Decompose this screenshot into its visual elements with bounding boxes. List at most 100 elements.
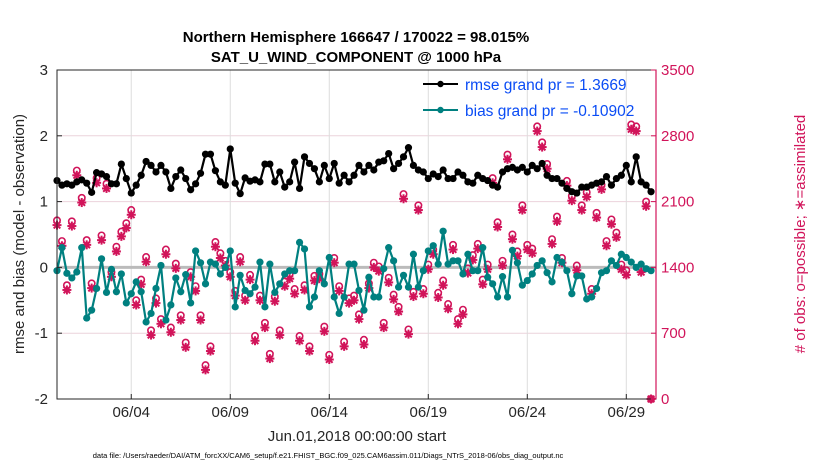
bias-point [538, 257, 546, 265]
possible-obs-marker [87, 279, 96, 288]
rmse-point [196, 169, 205, 177]
rmse-point [647, 188, 655, 196]
bias-point [360, 306, 368, 314]
bias-point [68, 274, 76, 282]
possible-obs-marker [152, 294, 161, 303]
bias-point [612, 261, 620, 270]
rmse-point [315, 178, 323, 186]
possible-obs-marker [171, 259, 180, 268]
rmse-point [553, 174, 561, 183]
right-tick-label: 700 [661, 325, 686, 342]
bias-point [434, 260, 442, 268]
rmse-point [493, 183, 502, 191]
left-tick-label: 3 [40, 62, 48, 79]
possible-obs-marker [444, 300, 453, 309]
rmse-point [370, 166, 378, 174]
bias-point [137, 288, 145, 296]
rmse-point [177, 166, 185, 174]
possible-obs-marker [161, 245, 170, 254]
bias-point [88, 306, 96, 314]
bias-point [454, 257, 462, 265]
bias-point [216, 270, 224, 278]
chart-title-line-1: Northern Hemisphere 166647 / 170022 = 98… [183, 29, 529, 46]
possible-obs-marker [548, 235, 557, 244]
rmse-point [622, 161, 630, 170]
rmse-point [102, 172, 111, 181]
bias-point [449, 257, 457, 265]
possible-obs-marker [518, 201, 527, 210]
rmse-point [439, 166, 447, 174]
bias-point [380, 265, 388, 273]
bias-point [83, 314, 91, 322]
bias-point [93, 284, 101, 293]
rmse-point [132, 181, 140, 189]
rmse-point [256, 178, 264, 186]
rmse-point [83, 179, 91, 187]
bias-point [152, 284, 160, 293]
bias-point [459, 270, 467, 278]
left-y-axis-label: rmse and bias (model - observation) [11, 114, 28, 354]
rmse-point [291, 158, 299, 166]
rmse-point [533, 165, 541, 173]
bias-point [627, 258, 635, 266]
possible-obs-marker [369, 258, 378, 267]
bias-point [592, 284, 601, 293]
rmse-point [360, 168, 368, 176]
bias-point [291, 267, 299, 275]
bias-point [528, 270, 536, 278]
rmse-point [182, 174, 190, 183]
possible-obs-marker [414, 201, 423, 210]
rmse-point [597, 178, 606, 186]
possible-obs-marker [592, 208, 601, 217]
data-file-footnote: data file: /Users/raeder/DAI/ATM_forcXX/… [93, 451, 564, 460]
bias-point [335, 309, 343, 318]
rmse-point [548, 174, 556, 183]
bias-point [533, 261, 541, 270]
bias-point [409, 250, 418, 258]
rmse-point [642, 181, 650, 189]
bias-point [226, 247, 234, 255]
rmse-point [88, 188, 96, 196]
possible-obs-marker [572, 261, 581, 270]
rmse-point [300, 153, 309, 161]
bias-point [122, 299, 130, 307]
bias-point [355, 286, 363, 295]
bias-point [340, 293, 348, 301]
left-tick-label: 2 [40, 128, 48, 145]
possible-obs-marker [394, 302, 403, 311]
possible-obs-marker [602, 237, 611, 246]
rmse-point [394, 159, 403, 168]
rmse-point [117, 160, 125, 168]
bias-point [498, 273, 507, 281]
possible-obs-marker [493, 218, 502, 227]
left-tick-label: 0 [40, 259, 48, 276]
possible-obs-marker [389, 290, 398, 299]
bias-point [300, 245, 309, 253]
bias-point [484, 273, 492, 281]
rmse-point [172, 172, 180, 181]
bias-point [102, 288, 111, 297]
bias-point [553, 253, 561, 262]
line-series [53, 144, 655, 326]
rmse-point [350, 171, 358, 179]
rmse-point [286, 178, 294, 186]
possible-obs-marker [265, 349, 274, 358]
grid [57, 70, 656, 399]
bias-point [578, 272, 586, 280]
bias-point [73, 268, 81, 276]
bias-point [429, 242, 437, 250]
rmse-point [152, 168, 160, 176]
rmse-point [226, 145, 234, 153]
bias-point [513, 259, 521, 267]
possible-obs-marker [498, 256, 507, 265]
bias-point [315, 267, 323, 275]
possible-obs-marker [453, 315, 462, 324]
possible-obs-marker [552, 212, 561, 221]
bias-point [503, 293, 512, 301]
rmse-point [325, 174, 333, 183]
rmse-point [578, 183, 586, 191]
bias-point [419, 267, 427, 275]
bias-point [350, 260, 358, 268]
legend-rmse-label: rmse grand pr = 1.3669 [465, 77, 627, 94]
